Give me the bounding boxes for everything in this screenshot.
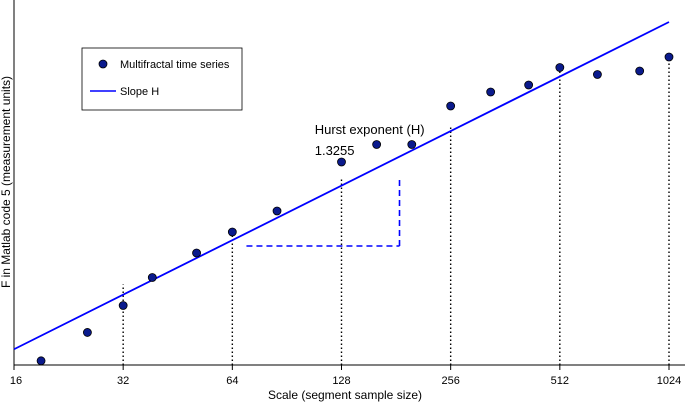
x-tick-label-1024: 1024 (657, 375, 681, 387)
y-axis-label: F in Matlab code 5 (measurement units) (0, 76, 13, 288)
data-point-17 (664, 52, 674, 62)
data-point-3 (118, 301, 128, 310)
data-point-6 (227, 227, 237, 237)
data-point-9 (372, 140, 382, 149)
annotation-hurst-title: Hurst exponent (H) (315, 122, 425, 137)
x-tick-label-32: 32 (117, 375, 129, 387)
data-point-12 (486, 87, 496, 97)
data-point-5 (192, 248, 201, 258)
legend-marker-circle (98, 59, 108, 69)
slope-triangle (246, 176, 401, 247)
data-point-15 (593, 70, 602, 79)
legend-label-slope: Slope H (120, 86, 159, 98)
data-point-10 (407, 140, 417, 149)
slope-line (13, 21, 670, 351)
x-tick-label-16: 16 (10, 375, 22, 387)
legend: Multifractal time series Slope H (81, 47, 243, 111)
legend-box (81, 47, 243, 111)
x-tick-label-128: 128 (332, 375, 350, 387)
data-point-16 (635, 66, 645, 76)
data-point-4 (147, 273, 157, 282)
x-tick-label-256: 256 (441, 375, 459, 387)
x-tick-label-64: 64 (226, 375, 238, 387)
x-axis-label: Scale (segment sample size) (268, 388, 422, 402)
reference-lines (122, 57, 670, 365)
x-ticks: 16 32 64 128 256 512 1024 (10, 365, 681, 387)
data-point-8 (337, 157, 346, 167)
annotation-hurst-value: 1.3255 (315, 143, 355, 158)
data-point-11 (446, 101, 456, 111)
legend-label-series: Multifractal time series (120, 59, 230, 71)
x-tick-label-512: 512 (551, 375, 569, 387)
slope-h-line (13, 21, 670, 351)
data-point-2 (83, 328, 92, 337)
data-points (36, 52, 674, 366)
data-point-13 (524, 80, 534, 90)
data-point-7 (272, 206, 282, 216)
data-point-14 (555, 63, 565, 72)
data-point-1 (36, 356, 46, 366)
